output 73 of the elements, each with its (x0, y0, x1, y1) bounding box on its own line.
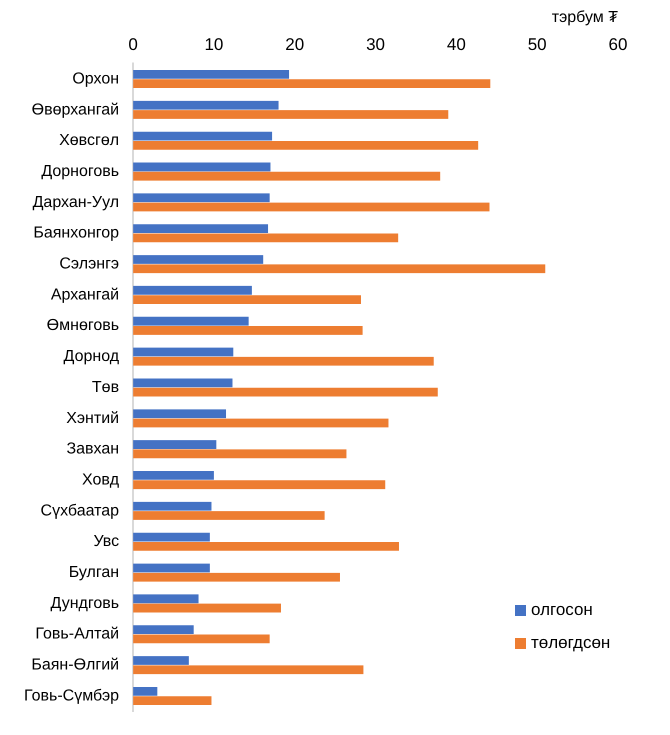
bar (133, 471, 214, 480)
bar (133, 418, 388, 428)
bar (133, 140, 478, 150)
y-tick-label: Дундговь (50, 594, 120, 612)
x-axis-title: тэрбум ₮ (552, 9, 618, 26)
y-tick-label: Говь-Сүмбэр (24, 687, 120, 704)
y-tick-label: Хэнтий (66, 410, 120, 427)
bar (133, 625, 194, 634)
x-tick-label: 20 (285, 35, 304, 54)
y-tick-label: Хөвсгөл (59, 132, 120, 150)
bar (133, 286, 252, 295)
bar (133, 378, 232, 388)
bar (133, 348, 234, 356)
bar (133, 100, 279, 110)
bar (133, 502, 212, 511)
bar (133, 224, 268, 234)
bar (133, 316, 249, 326)
x-tick-label: 10 (204, 35, 224, 54)
bar (133, 70, 290, 79)
bar (133, 388, 438, 397)
y-tick-label: Говь-Алтай (35, 626, 120, 643)
y-tick-label: Баянхонгор (33, 224, 120, 242)
bar (133, 696, 212, 705)
bar (133, 594, 199, 604)
y-tick-label: Ховд (82, 471, 120, 488)
bar (133, 604, 281, 612)
bar (133, 572, 340, 582)
bar (133, 440, 216, 449)
y-tick-label: Орхон (72, 70, 120, 88)
bar (133, 295, 361, 304)
bar (133, 634, 270, 644)
bar (133, 172, 440, 181)
bar (133, 132, 272, 140)
bar (133, 79, 490, 88)
y-tick-label: Төв (92, 378, 120, 396)
legend-label: олгосон (531, 600, 593, 620)
bar (133, 233, 398, 242)
bar (133, 356, 434, 366)
bar (133, 202, 490, 212)
y-tick-label: Өмнөговь (46, 317, 120, 334)
bar (133, 449, 346, 458)
y-tick-label: Булган (68, 564, 120, 581)
y-tick-label: Сэлэнгэ (59, 256, 120, 273)
y-tick-label: Архангай (50, 286, 120, 304)
x-tick-label: 30 (366, 35, 385, 54)
bar (133, 193, 270, 202)
bar (133, 686, 158, 696)
y-tick-label: Дархан-Уул (32, 194, 120, 211)
bar (133, 409, 226, 418)
bar (133, 264, 546, 274)
legend-label: төлөгдсөн (531, 633, 610, 653)
y-tick-label: Завхан (66, 440, 120, 458)
y-tick-label: Дорноговь (41, 162, 120, 180)
bar (133, 656, 189, 665)
bar (133, 110, 448, 119)
bar (133, 532, 210, 542)
y-tick-label: Дорнод (64, 348, 120, 366)
x-tick-label: 0 (128, 35, 138, 54)
x-tick-label: 40 (446, 35, 466, 54)
x-tick-label: 60 (608, 35, 628, 54)
bar (133, 255, 264, 264)
bar (133, 480, 386, 490)
bar (133, 162, 270, 172)
bar (133, 564, 210, 572)
bar (133, 542, 399, 551)
x-tick-label: 50 (528, 35, 547, 54)
y-tick-label: Өвөрхангай (32, 101, 120, 118)
bar (133, 326, 363, 335)
y-tick-label: Баян-Өлгий (31, 656, 120, 674)
y-tick-label: Сүхбаатар (40, 502, 120, 520)
y-tick-label: Увс (93, 533, 120, 550)
bar (133, 665, 364, 674)
bar (133, 511, 325, 520)
